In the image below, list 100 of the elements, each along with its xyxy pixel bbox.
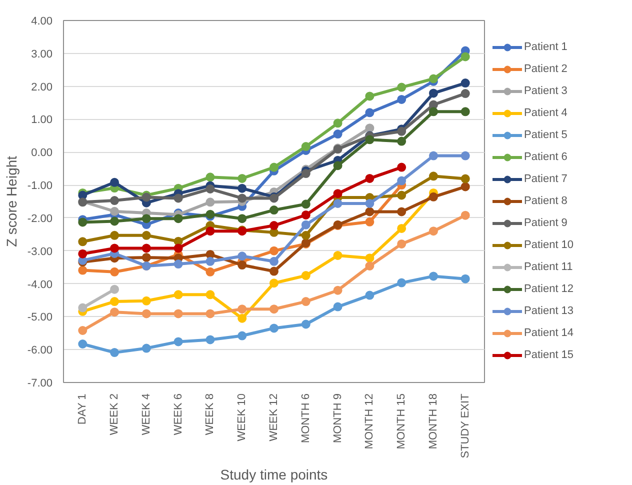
point	[174, 194, 183, 203]
x-axis-title: Study time points	[220, 466, 328, 482]
point	[270, 162, 278, 172]
y-axis-title: Z score Height	[3, 156, 20, 248]
point	[428, 192, 438, 202]
legend-label: Patient 13	[524, 304, 574, 319]
point	[301, 142, 310, 152]
point	[365, 290, 374, 300]
y-tick-label: 3.00	[31, 48, 53, 60]
point	[78, 326, 88, 335]
point	[174, 337, 183, 346]
point	[460, 78, 470, 88]
point	[142, 214, 151, 224]
point	[142, 252, 151, 262]
x-tick-label: STUDY EXIT	[459, 393, 472, 458]
legend-label: Patient 8	[524, 194, 568, 209]
y-tick-label: -6.00	[27, 344, 53, 357]
legend-label: Patient 1	[524, 40, 568, 55]
y-tick-label: -4.00	[27, 278, 53, 291]
point	[206, 226, 215, 236]
point	[333, 286, 342, 295]
y-tick-label: -7.00	[27, 378, 53, 390]
legend-label: Patient 14	[524, 326, 574, 341]
point	[110, 348, 120, 358]
point	[365, 262, 374, 270]
point	[301, 230, 310, 240]
point	[365, 92, 374, 101]
point	[333, 118, 342, 128]
x-tick-label: MONTH 18	[427, 393, 440, 450]
legend-label: Patient 12	[524, 282, 574, 297]
point	[365, 198, 374, 208]
y-tick-label: -5.00	[27, 312, 53, 324]
point	[365, 254, 374, 263]
y-tick-label: 0.00	[31, 147, 53, 160]
point	[206, 267, 215, 276]
x-tick-label: DAY 1	[76, 394, 89, 424]
legend-label: Patient 11	[524, 260, 573, 275]
point	[110, 216, 120, 226]
point	[206, 290, 215, 300]
point	[460, 151, 470, 160]
point	[460, 274, 470, 284]
point	[301, 169, 310, 178]
point	[78, 340, 88, 348]
point	[238, 184, 247, 193]
point	[270, 206, 278, 215]
point	[397, 136, 406, 146]
point	[460, 174, 470, 184]
point	[78, 237, 88, 246]
point	[270, 266, 278, 276]
y-tick-label: 2.00	[31, 81, 53, 94]
point	[110, 284, 120, 294]
x-tick-label: WEEK 12	[268, 393, 280, 442]
point	[365, 108, 374, 118]
point	[365, 207, 374, 216]
point	[365, 217, 374, 226]
point	[238, 260, 247, 270]
point	[174, 290, 183, 300]
point	[238, 304, 247, 314]
point	[110, 206, 120, 216]
point	[142, 296, 151, 306]
point	[460, 210, 470, 220]
point	[397, 278, 406, 288]
point	[110, 230, 120, 240]
x-tick-label: MONTH 6	[300, 394, 312, 443]
point	[301, 220, 310, 230]
point	[174, 309, 183, 318]
point	[397, 162, 406, 172]
point	[397, 207, 406, 216]
x-tick-label: WEEK 6	[172, 393, 184, 436]
y-tick-label: 4.00	[31, 16, 53, 28]
point	[270, 221, 278, 230]
point	[301, 200, 310, 209]
y-tick-label: -3.00	[27, 246, 53, 258]
point	[270, 304, 278, 314]
point	[428, 74, 438, 84]
point	[397, 82, 406, 92]
point	[397, 239, 406, 248]
point	[365, 124, 374, 133]
point	[206, 184, 215, 194]
point	[206, 256, 215, 266]
point	[460, 182, 470, 192]
point	[238, 174, 247, 183]
legend-label: Patient 15	[524, 348, 574, 363]
y-tick-label: -2.00	[27, 212, 53, 225]
y-tick-label: -1.00	[27, 180, 53, 192]
point	[333, 189, 342, 198]
point	[270, 324, 278, 333]
point	[110, 297, 120, 306]
point	[365, 174, 374, 183]
point	[333, 130, 342, 139]
point	[270, 246, 278, 256]
point	[460, 52, 470, 62]
x-tick-label: WEEK 8	[204, 393, 216, 436]
point	[428, 88, 438, 98]
point	[238, 214, 247, 224]
point	[78, 218, 88, 227]
point	[365, 135, 374, 144]
y-tick-label: 1.00	[31, 114, 53, 126]
x-tick-label: MONTH 15	[396, 393, 408, 450]
point	[174, 244, 183, 253]
